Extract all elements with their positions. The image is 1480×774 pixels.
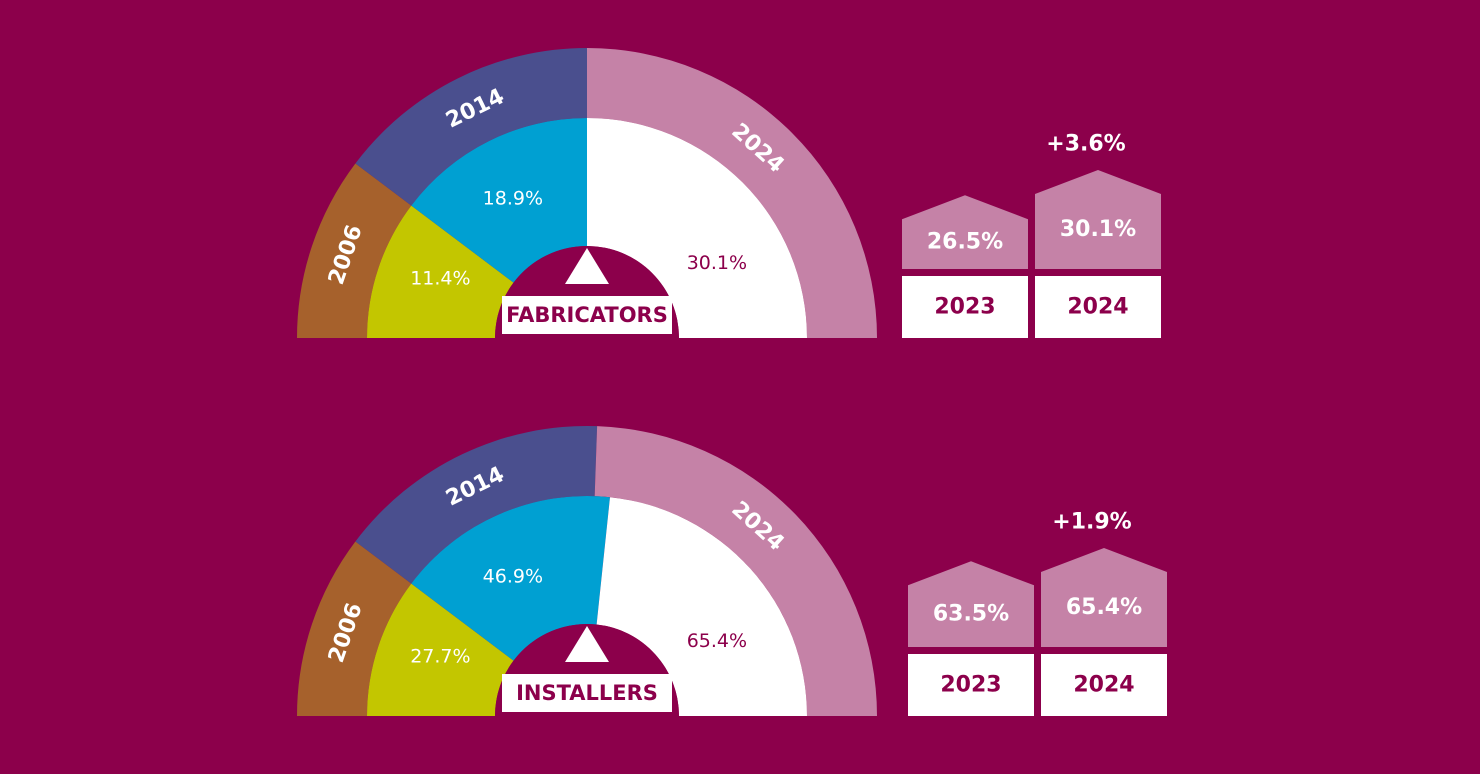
segment-2014 xyxy=(411,117,587,283)
triangle-up-icon xyxy=(565,248,609,284)
band-2006 xyxy=(297,163,412,338)
segment-2024 xyxy=(596,497,807,716)
segment-2006 xyxy=(367,205,514,338)
house-value-2024: 30.1% xyxy=(1060,217,1136,242)
band-2024 xyxy=(587,48,877,338)
year-box-2024 xyxy=(1041,654,1167,716)
title-box xyxy=(502,296,672,334)
category-title: INSTALLERS xyxy=(516,681,658,705)
house-value-2023: 26.5% xyxy=(927,230,1003,255)
category-title: FABRICATORS xyxy=(506,303,668,327)
house-bar-2023 xyxy=(902,195,1028,269)
band-2006 xyxy=(297,541,412,716)
year-box-label-2024: 2024 xyxy=(1067,295,1128,320)
change-label: +1.9% xyxy=(1052,510,1131,535)
year-box-2024 xyxy=(1035,276,1161,338)
value-label-2024: 30.1% xyxy=(687,252,747,274)
segment-2024 xyxy=(587,118,807,338)
value-label-2024: 65.4% xyxy=(687,630,747,652)
year-box-label-2023: 2023 xyxy=(934,295,995,320)
value-label-2014: 18.9% xyxy=(483,187,543,209)
segment-2006 xyxy=(367,583,514,716)
band-2014 xyxy=(355,426,598,584)
house-bar-2024 xyxy=(1041,548,1167,647)
year-box-label-2024: 2024 xyxy=(1073,673,1134,698)
segment-2014 xyxy=(411,495,610,661)
chart-installers: 20062014202427.7%46.9%65.4%INSTALLERS63.… xyxy=(297,426,1167,716)
year-box-2023 xyxy=(902,276,1028,338)
title-box xyxy=(502,674,672,712)
change-label: +3.6% xyxy=(1046,132,1125,157)
year-box-label-2023: 2023 xyxy=(940,673,1001,698)
house-bar-2024 xyxy=(1035,170,1161,269)
house-value-2023: 63.5% xyxy=(933,602,1009,627)
house-value-2024: 65.4% xyxy=(1066,595,1142,620)
band-2014 xyxy=(355,48,587,206)
band-2024 xyxy=(594,426,877,716)
value-label-2006: 11.4% xyxy=(410,268,470,290)
value-label-2014: 46.9% xyxy=(483,565,543,587)
chart-fabricators: 20062014202411.4%18.9%30.1%FABRICATORS26… xyxy=(297,48,1161,338)
triangle-up-icon xyxy=(565,626,609,662)
value-label-2006: 27.7% xyxy=(410,646,470,668)
year-box-2023 xyxy=(908,654,1034,716)
house-bar-2023 xyxy=(908,561,1034,647)
